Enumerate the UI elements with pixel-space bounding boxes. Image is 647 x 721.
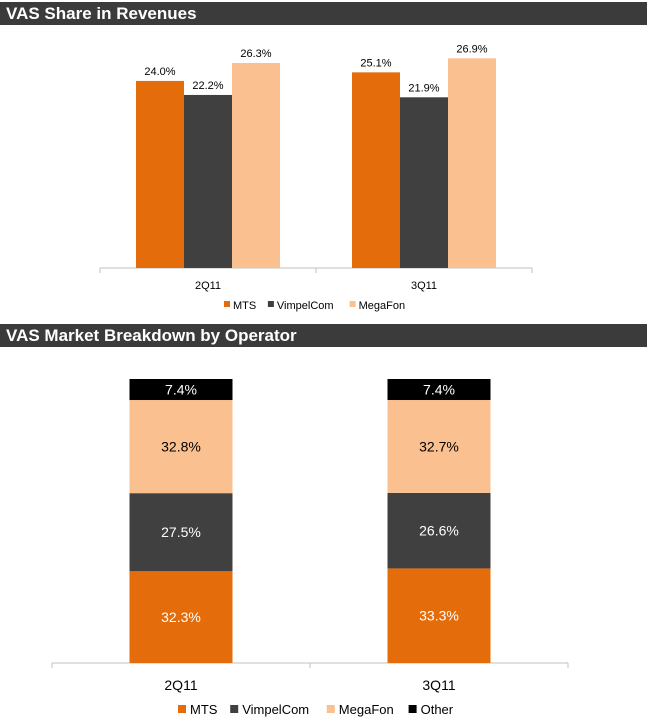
bar-megafon-2q11 <box>232 63 280 268</box>
data-label: 26.3% <box>240 48 271 60</box>
chart-title-vas-share: VAS Share in Revenues <box>0 2 647 25</box>
bar-vimpelcom-2q11 <box>184 94 232 268</box>
legend-swatch-megafon <box>349 301 356 307</box>
segment-vimpelcom-3q11 <box>387 492 491 569</box>
segment-label: 7.4% <box>423 382 455 398</box>
segment-mts-3q11 <box>387 568 491 663</box>
segment-other-3q11 <box>387 379 491 401</box>
bar-megafon-3q11 <box>448 58 496 268</box>
bar-mts-2q11 <box>136 80 184 268</box>
x-tick-label: 3Q11 <box>422 677 455 693</box>
legend-swatch-vimpelcom <box>267 301 274 307</box>
segment-vimpelcom-2q11 <box>129 493 233 572</box>
chart-title-market-breakdown: VAS Market Breakdown by Operator <box>0 324 647 347</box>
legend-swatch-mts <box>224 301 230 307</box>
segment-mts-2q11 <box>129 571 233 663</box>
legend-label-other: Other <box>421 702 454 717</box>
data-label: 21.9% <box>408 82 439 94</box>
data-label: 24.0% <box>144 66 175 78</box>
legend-label-mts: MTS <box>190 702 218 717</box>
x-tick-label: 3Q11 <box>411 280 437 292</box>
legend-label-megafon: MegaFon <box>339 702 394 717</box>
segment-label: 32.7% <box>419 438 459 454</box>
bar-mts-3q11 <box>352 72 400 268</box>
x-tick-label: 2Q11 <box>164 677 197 693</box>
legend-label-vimpelcom: VimpelCom <box>242 702 309 717</box>
segment-label: 32.8% <box>161 439 201 455</box>
market-breakdown-chart: 32.3% 27.5% 32.8% 7.4% 2Q11 33.3% 26.6% 32.7% 7.… <box>51 379 569 717</box>
bar-vimpelcom-3q11 <box>400 97 448 269</box>
legend-swatch-vimpelcom <box>230 705 239 713</box>
segment-megafon-2q11 <box>129 400 233 494</box>
legend-label-megafon: MegaFon <box>359 300 405 312</box>
segment-megafon-3q11 <box>387 400 491 493</box>
segment-label: 26.6% <box>419 523 459 539</box>
data-label: 26.9% <box>456 43 487 55</box>
data-label: 25.1% <box>360 57 391 69</box>
segment-label: 27.5% <box>161 524 201 540</box>
legend-label-vimpelcom: VimpelCom <box>277 300 334 312</box>
legend-swatch-other <box>408 705 417 713</box>
legend-label-mts: MTS <box>233 300 256 312</box>
segment-other-2q11 <box>129 379 233 401</box>
vas-share-chart: 24.0% 22.2% 26.3% 2Q11 25.1% 21.9% 26.9% 3Q11 MT… <box>99 43 533 312</box>
legend-swatch-megafon <box>326 705 335 713</box>
segment-label: 33.3% <box>419 608 459 624</box>
legend-swatch-mts <box>178 705 186 713</box>
x-tick-label: 2Q11 <box>195 280 221 292</box>
segment-label: 32.3% <box>161 609 201 625</box>
segment-label: 7.4% <box>165 382 197 398</box>
data-label: 22.2% <box>192 80 223 92</box>
